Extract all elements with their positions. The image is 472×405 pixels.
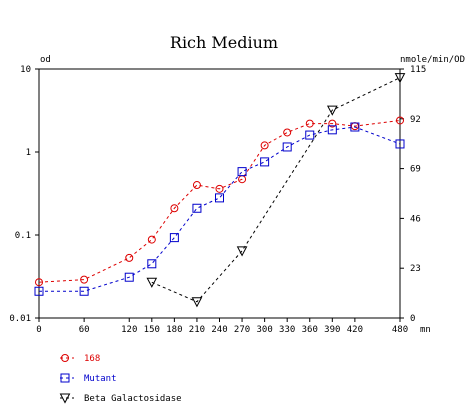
left-tick-label: 0.01 [9, 314, 31, 324]
series-0-point [147, 235, 156, 244]
series-0-point [396, 116, 404, 125]
series-1-point [79, 286, 89, 296]
series-0-point [328, 119, 337, 128]
series-0-point [283, 128, 292, 137]
series-2-point [326, 105, 338, 116]
series-0-point [170, 204, 179, 213]
right-axis-label: nmole/min/OD [400, 55, 465, 65]
legend: 168 Mutant Beta Galactosidase [59, 354, 182, 404]
series-0-point [125, 253, 134, 262]
series-1-point [350, 122, 360, 132]
series-0-point [305, 119, 314, 128]
series-1-point [169, 233, 179, 243]
legend-label: 168 [84, 354, 100, 364]
x-tick-label: 120 [121, 325, 137, 335]
series-0-point [35, 278, 43, 287]
series-line-1 [39, 126, 401, 292]
x-tick-label: 330 [279, 325, 295, 335]
x-tick-label: 300 [256, 325, 272, 335]
x-tick-label: 360 [302, 325, 318, 335]
x-axis-label: mn [420, 325, 431, 335]
series-1-point [147, 259, 157, 269]
x-tick-label: 240 [211, 325, 227, 335]
right-tick-label: 46 [410, 214, 421, 224]
chart-title: Rich Medium [170, 33, 278, 52]
series-1-point [215, 193, 224, 203]
x-tick-label: 180 [166, 325, 182, 335]
series-1-point [192, 203, 202, 213]
left-tick-label: 0.1 [15, 231, 31, 241]
x-tick-label: 0 [36, 325, 41, 335]
series-1-point [124, 272, 134, 282]
x-tick-label: 390 [324, 325, 340, 335]
series-layer [34, 73, 406, 308]
series-2-point [191, 297, 203, 308]
left-tick-label: 10 [20, 65, 31, 75]
series-1-point [34, 286, 44, 296]
series-line-2 [151, 77, 401, 303]
x-tick-label: 150 [144, 325, 160, 335]
left-axis-label: od [40, 55, 51, 65]
x-axis-ticks: 0 60 120 150 180 210 240 270 300 330 360 390 420 480 [36, 318, 408, 335]
x-tick-label: 420 [347, 325, 363, 335]
series-0-point [215, 184, 224, 193]
series-2-point [394, 73, 406, 84]
right-tick-label: 23 [410, 264, 421, 274]
x-tick-label: 60 [79, 325, 90, 335]
left-axis-ticks: 0.01 0.1 1 10 [9, 65, 39, 324]
series-0-point [80, 275, 89, 284]
right-tick-label: 0 [410, 314, 415, 324]
series-1-point [395, 139, 405, 149]
series-1-point [305, 130, 315, 140]
left-tick-label: 1 [26, 148, 31, 158]
series-1-point [282, 142, 292, 152]
series-0-point [260, 141, 269, 150]
series-0-point [192, 181, 201, 190]
legend-marker [61, 354, 69, 362]
series-1-point [260, 157, 270, 167]
series-2-point [146, 277, 158, 288]
right-tick-label: 92 [410, 115, 421, 125]
legend-marker [59, 393, 71, 404]
series-line-0 [38, 119, 401, 283]
x-tick-label: 480 [392, 325, 408, 335]
x-tick-label: 270 [234, 325, 250, 335]
series-1-point [327, 125, 337, 135]
series-2-point [236, 246, 248, 257]
right-axis-ticks: 0 23 46 69 92 115 [400, 65, 426, 324]
series-1-point [237, 167, 247, 177]
right-tick-label: 69 [410, 165, 421, 175]
legend-marker [60, 373, 70, 383]
legend-label: Mutant [84, 374, 117, 384]
right-tick-label: 115 [410, 65, 426, 75]
x-tick-label: 210 [189, 325, 205, 335]
legend-label: Beta Galactosidase [84, 394, 182, 404]
